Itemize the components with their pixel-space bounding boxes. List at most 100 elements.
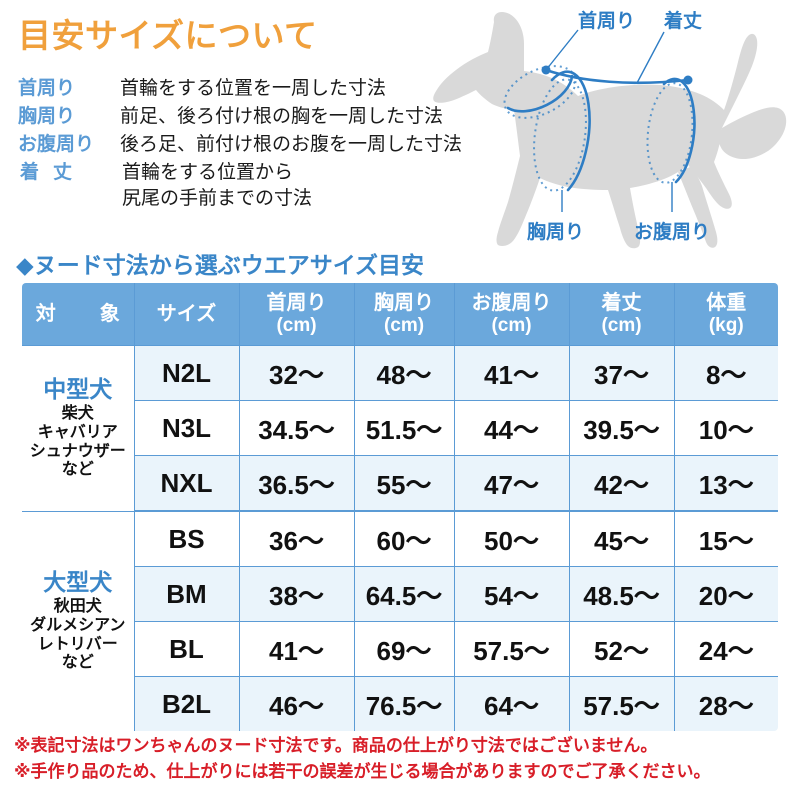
table-header-row: 対 象 サイズ 首周り (cm) 胸周り (cm) お腹周り (cm) — [22, 283, 778, 346]
diagram-label-belly: お腹周り — [634, 220, 710, 243]
cell-length: 39.5～ — [568, 400, 675, 456]
cell-chest: 48～ — [353, 345, 455, 401]
col-header-length: 着丈 (cm) — [568, 283, 675, 346]
col-header-chest-unit: (cm) — [383, 314, 425, 336]
cell-size: N3L — [133, 400, 240, 456]
cell-size: NXL — [133, 455, 240, 512]
col-header-weight-label: 体重 — [706, 292, 747, 315]
cell-neck: 46～ — [238, 676, 355, 731]
col-header-length-label: 着丈 — [601, 292, 642, 315]
cell-belly: 54～ — [453, 566, 570, 622]
cell-size: BL — [133, 621, 240, 677]
cell-chest: 55～ — [353, 455, 455, 512]
cell-weight: 15～ — [673, 510, 778, 567]
cell-belly: 47～ — [453, 455, 570, 512]
legend-desc-length-line2: 尻尾の手前までの寸法 — [122, 188, 313, 209]
cell-belly: 64～ — [453, 676, 570, 731]
length-measure-line — [541, 65, 693, 85]
cell-neck: 36.5～ — [238, 455, 355, 512]
measurement-legend: 首周り 首輪をする位置を一周した寸法 胸周り 前足、後ろ付け根の胸を一周した寸法… — [18, 76, 462, 214]
cell-size: B2L — [133, 676, 240, 731]
cell-size: N2L — [133, 345, 240, 401]
target-group-cell: 中型犬 柴犬 キャバリア シュナウザー など — [22, 345, 135, 512]
col-header-weight-unit: (kg) — [708, 314, 744, 336]
col-header-neck-unit: (cm) — [276, 314, 317, 336]
cell-chest: 64.5～ — [353, 566, 455, 622]
diagram-label-length: 着丈 — [664, 9, 702, 32]
cell-length: 42～ — [568, 455, 675, 512]
legend-term-neck: 首周り — [18, 78, 76, 99]
cell-chest: 76.5～ — [353, 676, 455, 731]
table-row: 大型犬 秋田犬 ダルメシアン レトリバー など BS 36～ 60～ 50～ 45～ 15～ — [22, 510, 778, 731]
cell-size: BS — [133, 510, 240, 567]
table-row: BL 41～ 69～ 57.5～ 52～ 24～ — [22, 621, 778, 677]
legend-item-belly: お腹周り 後ろ足、前付け根のお腹を一周した寸法 — [18, 132, 462, 158]
cell-chest: 60～ — [353, 510, 455, 567]
diagram-label-neck: 首周り — [578, 9, 635, 32]
table-header: 対 象 サイズ 首周り (cm) 胸周り (cm) お腹周り (cm) — [22, 283, 778, 346]
diagram-leader-lines — [545, 29, 673, 212]
cell-weight: 10～ — [673, 400, 778, 456]
target-group-breeds: 秋田犬 ダルメシアン レトリバー など — [30, 597, 126, 672]
legend-desc-neck: 首輪をする位置を一周した寸法 — [120, 78, 387, 99]
col-header-target: 対 象 — [22, 283, 135, 346]
footer-note-2: ※手作り品のため、仕上がりには若干の誤差が生じる場合がありますのでご了承ください… — [14, 762, 711, 782]
cell-neck: 36～ — [238, 510, 355, 567]
cell-belly: 41～ — [453, 345, 570, 401]
cell-neck: 41～ — [238, 621, 355, 677]
section-heading: ◆ヌード寸法から選ぶウエアサイズ目安 — [16, 252, 424, 278]
diagram-label-chest: 胸周り — [527, 220, 584, 243]
cell-belly: 50～ — [453, 510, 570, 567]
cell-belly: 57.5～ — [453, 621, 570, 677]
col-header-weight: 体重 (kg) — [673, 283, 778, 346]
legend-item-length: 着丈 首輪をする位置から 尻尾の手前までの寸法 — [18, 160, 448, 212]
col-header-chest: 胸周り (cm) — [353, 283, 455, 346]
table-row: 中型犬 柴犬 キャバリア シュナウザー など N2L 32～ 48～ 41～ 37～ 8～ — [22, 345, 778, 512]
table-row: BM 38～ 64.5～ 54～ 48.5～ 20～ — [22, 566, 778, 622]
cell-neck: 38～ — [238, 566, 355, 622]
cell-neck: 34.5～ — [238, 400, 355, 456]
footer-note-1: ※表記寸法はワンちゃんのヌード寸法です。商品の仕上がり寸法ではございません。 — [14, 736, 658, 755]
col-header-belly-label: お腹周り — [471, 292, 552, 315]
legend-term-length: 着丈 — [20, 162, 87, 183]
cell-neck: 32～ — [238, 345, 355, 401]
table-row: NXL 36.5～ 55～ 47～ 42～ 13～ — [22, 455, 778, 512]
size-table: 対 象 サイズ 首周り (cm) 胸周り (cm) お腹周り (cm) — [20, 281, 780, 733]
cell-length: 52～ — [568, 621, 675, 677]
cell-weight: 13～ — [673, 455, 778, 512]
target-group-title: 大型犬 — [43, 569, 113, 596]
cell-belly: 44～ — [453, 400, 570, 456]
cell-length: 45～ — [568, 510, 675, 567]
cell-weight: 24～ — [673, 621, 778, 677]
legend-desc-length-line1: 首輪をする位置から — [122, 162, 294, 183]
cell-chest: 51.5～ — [353, 400, 455, 456]
col-header-size: サイズ — [133, 283, 240, 346]
dog-silhouette-icon — [433, 12, 787, 249]
legend-item-neck: 首周り 首輪をする位置を一周した寸法 — [18, 76, 448, 102]
legend-desc-belly: 後ろ足、前付け根のお腹を一周した寸法 — [120, 134, 463, 155]
size-table-container: 対 象 サイズ 首周り (cm) 胸周り (cm) お腹周り (cm) — [20, 281, 780, 733]
legend-term-chest: 胸周り — [18, 106, 76, 127]
cell-weight: 28～ — [673, 676, 778, 731]
belly-measure-loop — [646, 77, 696, 184]
target-group-title: 中型犬 — [43, 376, 113, 403]
col-header-chest-label: 胸周り — [374, 292, 434, 315]
footer-notes: ※表記寸法はワンちゃんのヌード寸法です。商品の仕上がり寸法ではございません。 ※… — [14, 733, 794, 786]
cell-length: 57.5～ — [568, 676, 675, 731]
cell-chest: 69～ — [353, 621, 455, 677]
target-group-breeds: 柴犬 キャバリア シュナウザー など — [29, 404, 126, 479]
table-row: N3L 34.5～ 51.5～ 44～ 39.5～ 10～ — [22, 400, 778, 456]
table-body: 中型犬 柴犬 キャバリア シュナウザー など N2L 32～ 48～ 41～ 37～ 8～ N3L 34… — [22, 345, 778, 731]
cell-weight: 20～ — [673, 566, 778, 622]
cell-length: 48.5～ — [568, 566, 675, 622]
col-header-belly-unit: (cm) — [491, 314, 532, 336]
dog-measurement-diagram: 首周り 着丈 胸周り お腹周り — [432, 0, 800, 252]
target-group-cell: 大型犬 秋田犬 ダルメシアン レトリバー など — [22, 510, 135, 731]
col-header-belly: お腹周り (cm) — [453, 283, 570, 346]
legend-desc-length: 首輪をする位置から 尻尾の手前までの寸法 — [122, 160, 312, 212]
table-row: B2L 46～ 76.5～ 64～ 57.5～ 28～ — [22, 676, 778, 731]
cell-length: 37～ — [568, 345, 675, 401]
col-header-neck-label: 首周り — [266, 292, 327, 315]
col-header-length-unit: (cm) — [601, 314, 642, 336]
